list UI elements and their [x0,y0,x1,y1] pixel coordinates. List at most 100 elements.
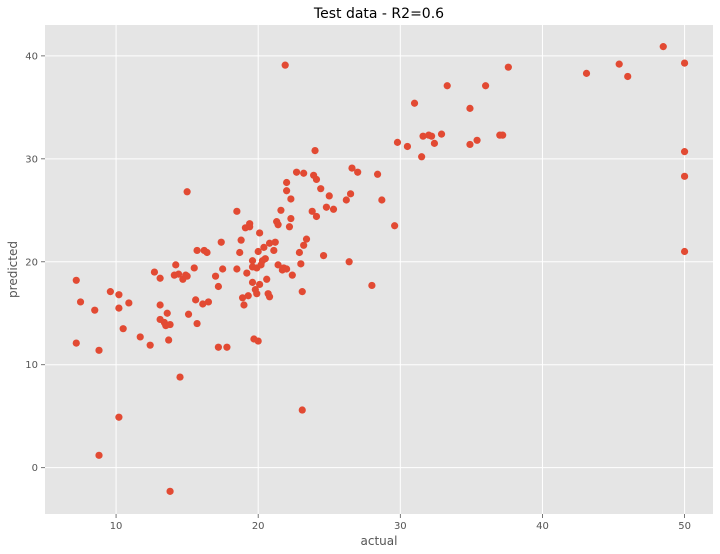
data-point [680,247,689,256]
data-point [582,69,591,77]
data-point [260,243,268,251]
y-tick-label: 0 [32,463,38,474]
data-point [254,247,262,256]
data-point [146,341,154,349]
data-point [246,220,254,228]
data-point [277,206,285,214]
y-tick-label: 20 [25,257,38,268]
data-point [183,188,191,196]
data-point [317,185,325,193]
x-tick-label: 10 [110,521,123,532]
data-point [253,290,261,298]
data-point [263,275,271,283]
data-point [270,246,278,255]
data-point [274,261,282,269]
data-point [329,205,338,213]
x-tick-label: 30 [394,521,407,532]
data-point [233,265,241,273]
data-point [680,59,689,67]
data-point [240,301,248,309]
data-points [72,43,689,495]
data-point [300,169,308,177]
data-point [499,131,507,139]
data-point [265,293,274,301]
data-point [72,339,80,347]
data-point [443,82,451,90]
data-point [473,136,481,144]
data-point [72,276,80,284]
data-point [373,170,382,178]
data-point [233,207,241,215]
data-point [95,451,103,459]
data-point [244,292,252,300]
data-point [203,248,211,257]
data-point [325,192,333,200]
data-point [312,212,321,221]
data-point [319,252,328,260]
data-point [115,304,123,312]
data-point [302,235,311,243]
data-point [236,248,244,257]
data-point [292,168,301,176]
data-point [190,264,198,272]
data-point [156,301,164,309]
data-point [119,325,127,333]
data-point [283,265,291,273]
data-point [150,268,159,276]
data-point [295,248,304,257]
x-tick-label: 40 [536,521,549,532]
data-point [248,257,257,265]
data-point [223,343,231,351]
data-point [95,346,103,354]
data-point [243,269,251,277]
data-point [184,310,193,318]
data-point [342,196,350,204]
x-tick-label: 20 [252,521,265,532]
data-point [193,319,201,328]
data-point [265,239,274,247]
data-point [219,265,227,273]
data-point [285,223,294,231]
data-point [345,258,353,266]
data-point [211,272,220,280]
chart-title: Test data - R2=0.6 [313,6,444,22]
data-point [76,298,85,306]
data-point [504,63,512,71]
data-point [466,104,474,112]
data-point [256,229,264,237]
data-point [175,270,183,278]
data-point [199,300,207,308]
data-point [165,336,173,344]
data-point [393,138,402,146]
data-point [466,140,474,149]
data-point [297,260,305,268]
y-tick-label: 40 [25,51,38,62]
data-point [217,238,225,246]
data-point [680,148,689,156]
data-point [298,288,306,296]
data-point [615,60,623,68]
data-point [115,413,123,421]
data-point [430,139,439,147]
data-point [166,487,174,495]
data-point [300,241,308,249]
data-point [238,294,247,302]
data-point [125,299,133,307]
data-point [248,278,257,286]
data-point [354,168,362,176]
grid-lines [45,25,713,514]
data-point [192,296,200,304]
data-point [254,337,262,345]
data-point [378,196,386,204]
data-point [312,175,321,184]
data-point [624,72,632,81]
data-point [281,61,289,69]
data-point [283,178,291,187]
x-tick-label: 50 [678,521,691,532]
data-point [427,132,436,140]
data-point [348,164,356,172]
data-point [481,82,490,90]
data-point [322,203,331,211]
data-point [163,309,171,317]
